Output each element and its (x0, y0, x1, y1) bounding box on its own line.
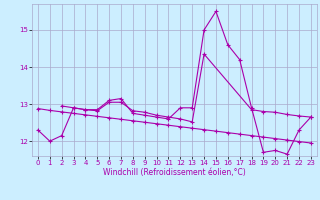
X-axis label: Windchill (Refroidissement éolien,°C): Windchill (Refroidissement éolien,°C) (103, 168, 246, 177)
